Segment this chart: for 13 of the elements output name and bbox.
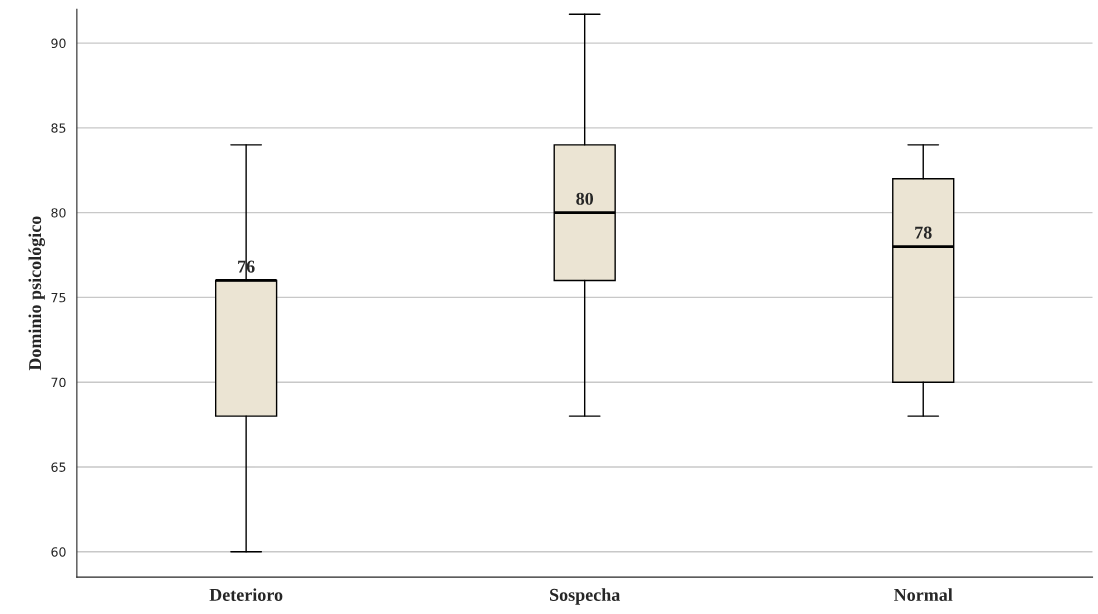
annotation: 78 [915,226,932,239]
y-tick-label: 60 [51,547,66,557]
y-tick-label: 65 [51,462,66,472]
y-axis-title: Dominio psicológico [28,216,45,371]
x-tick-label: Normal [894,588,953,601]
y-tick-label: 90 [51,38,66,49]
annotation: 80 [576,192,594,205]
x-tick-label: Deterioro [209,588,283,601]
y-tick-label: 80 [51,208,66,218]
y-tick-label: 75 [51,293,66,303]
x-tick-label: Sospecha [550,588,621,605]
y-tick-label: 70 [51,377,66,388]
y-tick-label: 85 [51,123,66,133]
